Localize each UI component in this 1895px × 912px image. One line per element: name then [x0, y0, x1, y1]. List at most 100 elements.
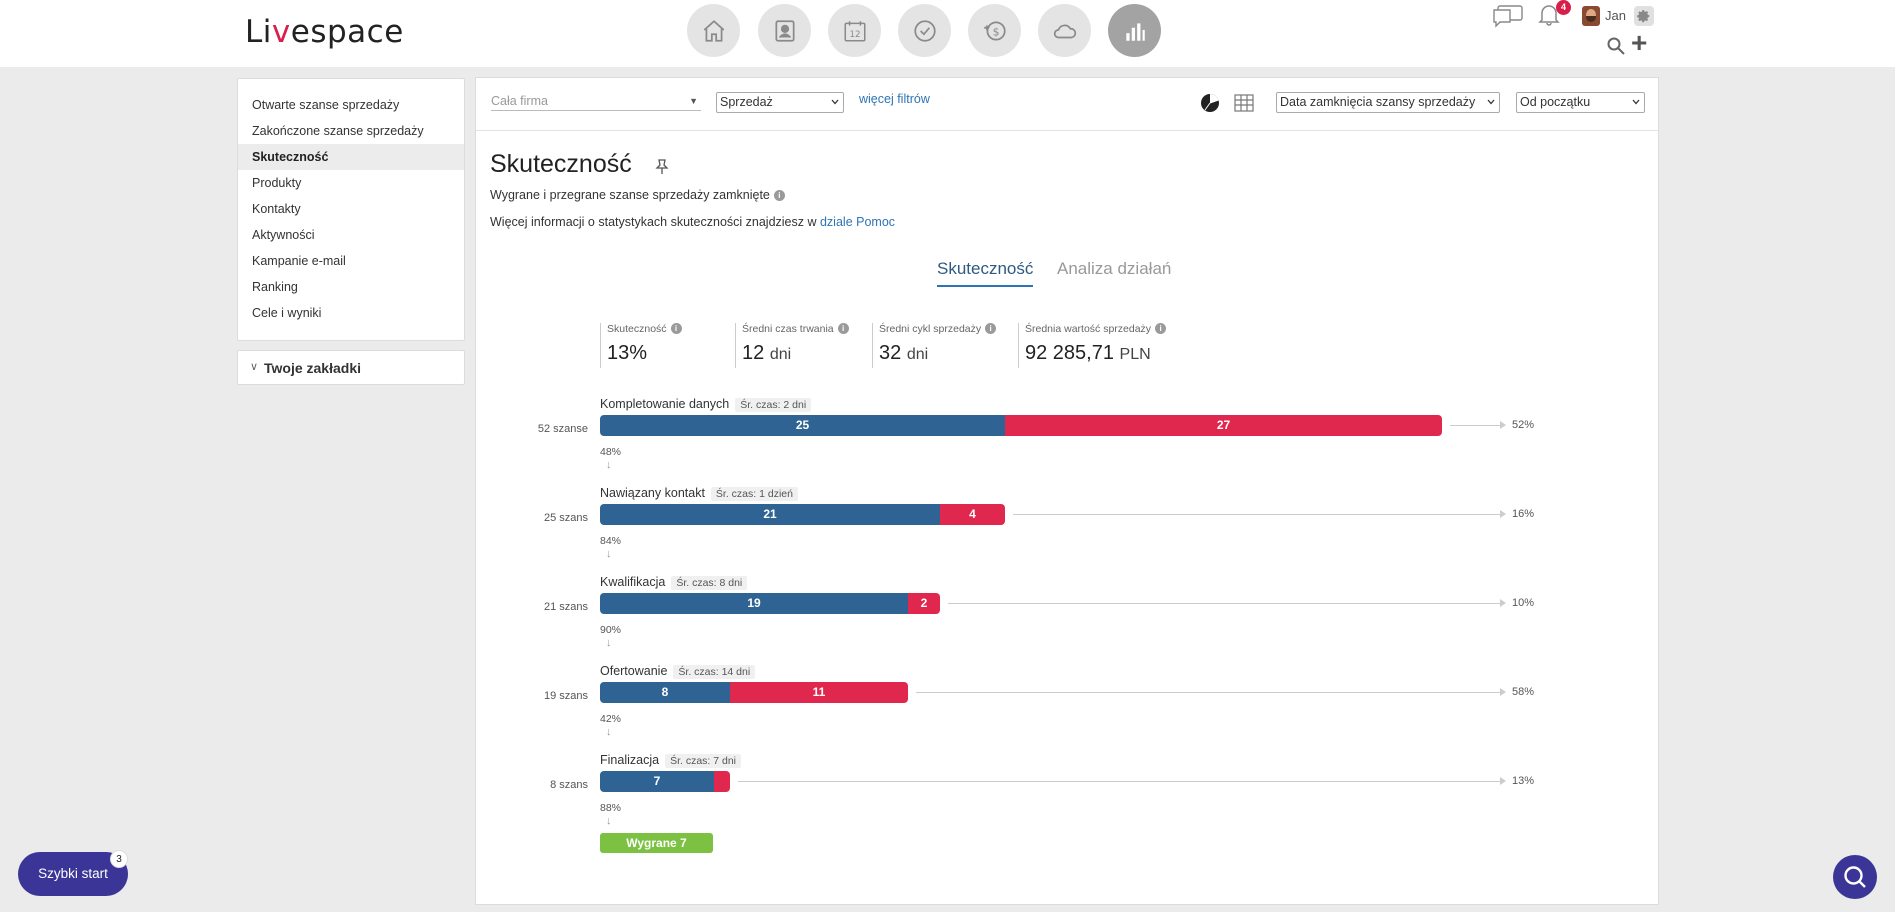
stage-won-segment[interactable]: 25 — [600, 415, 1005, 436]
lost-connector-line — [738, 781, 1500, 782]
deals-icon: $ — [983, 20, 1006, 41]
info-icon[interactable]: i — [985, 323, 997, 334]
nav-home-button[interactable] — [687, 4, 740, 57]
arrow-right-icon — [1500, 688, 1506, 696]
lost-connector-line — [916, 692, 1500, 693]
tab-effectiveness[interactable]: Skuteczność — [937, 259, 1034, 287]
info-icon[interactable]: i — [837, 323, 849, 334]
stage-count: 8 szans — [550, 779, 588, 791]
funnel-stage: 52 szanse Kompletowanie danych Śr. czas: 2… — [476, 393, 1658, 481]
stage-lost-percent: 13% — [1512, 775, 1535, 787]
process-select[interactable]: Sprzedaż — [716, 92, 844, 113]
notifications-badge: 4 — [1556, 0, 1571, 15]
lost-connector-line — [948, 603, 1500, 604]
arrow-down-icon: ↓ — [606, 459, 612, 471]
stage-name: Nawiązany kontakt Śr. czas: 1 dzień — [600, 486, 798, 501]
stage-avg-time: Śr. czas: 7 dni — [665, 754, 742, 768]
arrow-right-icon — [1500, 510, 1506, 518]
help-chat-button[interactable] — [1833, 855, 1877, 899]
stage-count: 52 szanse — [537, 423, 588, 435]
stage-lost-segment[interactable]: 11 — [730, 682, 908, 703]
stage-bar[interactable]: 25 27 — [600, 415, 1442, 436]
stage-bar[interactable]: 8 11 — [600, 682, 908, 703]
sidebar-item-ranking[interactable]: Ranking — [252, 280, 298, 294]
stage-lost-percent: 10% — [1512, 597, 1535, 609]
won-deals-chip[interactable]: Wygrane 7 — [600, 833, 713, 853]
sidebar-item-effectiveness[interactable]: Skuteczność — [238, 144, 464, 170]
stage-won-segment[interactable]: 19 — [600, 593, 908, 614]
main-panel: Cała firma ▼ Sprzedaż więcej filtrów Dat… — [475, 77, 1659, 905]
stage-conversion: 90% — [600, 624, 622, 636]
user-name[interactable]: Jan — [1605, 8, 1626, 23]
pie-chart-icon[interactable] — [1200, 93, 1220, 113]
kpi-avg-sales-cycle: Średni cykl sprzedaży i 32 dni — [872, 323, 997, 368]
stage-lost-segment[interactable]: 2 — [908, 593, 940, 614]
chat-icon[interactable] — [1492, 4, 1524, 28]
nav-calendar-button[interactable]: 12 — [828, 4, 881, 57]
stage-count: 21 szans — [543, 601, 588, 613]
home-icon — [703, 19, 724, 42]
stage-lost-segment[interactable] — [714, 771, 730, 792]
nav-contacts-button[interactable] — [758, 4, 811, 57]
nav-cloud-button[interactable] — [1038, 4, 1091, 57]
sidebar-item-products[interactable]: Produkty — [252, 176, 302, 190]
stage-won-segment[interactable]: 8 — [600, 682, 730, 703]
arrow-right-icon — [1500, 421, 1506, 429]
settings-button[interactable] — [1634, 6, 1654, 26]
chevron-down-icon — [1487, 99, 1495, 105]
stage-conversion: 42% — [600, 713, 622, 725]
period-select-value: Od początku — [1520, 95, 1591, 109]
info-icon[interactable]: i — [773, 190, 785, 201]
reports-icon — [1125, 22, 1145, 41]
funnel-stage: 25 szans Nawiązany kontakt Śr. czas: 1 dzi… — [476, 482, 1658, 570]
stage-name: Kompletowanie danych Śr. czas: 2 dni — [600, 397, 812, 412]
nav-reports-button[interactable] — [1108, 4, 1161, 57]
search-icon[interactable] — [1606, 36, 1626, 56]
tab-activity-analysis[interactable]: Analiza działań — [1057, 259, 1172, 278]
bookmark-pin-icon[interactable] — [655, 159, 669, 175]
stage-bar[interactable]: 7 — [600, 771, 730, 792]
stage-won-segment[interactable]: 21 — [600, 504, 940, 525]
sidebar-item-open-deals[interactable]: Otwarte szanse sprzedaży — [252, 98, 400, 112]
kpi-avg-duration: Średni czas trwania i 12 dni — [735, 323, 849, 368]
stage-lost-segment[interactable]: 27 — [1005, 415, 1442, 436]
sidebar-item-goals[interactable]: Cele i wyniki — [252, 306, 322, 320]
stage-bar[interactable]: 21 4 — [600, 504, 1005, 525]
info-icon[interactable]: i — [1155, 323, 1167, 334]
sidebar-item-contacts[interactable]: Kontakty — [252, 202, 301, 216]
quick-start-button[interactable]: Szybki start — [18, 852, 128, 896]
bookmarks-toggle[interactable]: ∨ Twoje zakładki — [237, 350, 465, 385]
table-view-icon[interactable] — [1234, 94, 1254, 112]
report-tabs: Skuteczność Analiza działań — [476, 259, 1658, 289]
info-icon[interactable]: i — [670, 323, 682, 334]
period-select[interactable]: Od początku — [1516, 92, 1645, 113]
stage-lost-segment[interactable]: 4 — [940, 504, 1005, 525]
help-link[interactable]: dziale Pomoc — [819, 215, 896, 229]
stage-avg-time: Śr. czas: 14 dni — [673, 665, 756, 679]
sidebar-item-email-campaigns[interactable]: Kampanie e-mail — [252, 254, 346, 268]
help-line: Więcej informacji o statystykach skutecz… — [490, 215, 896, 229]
arrow-down-icon: ↓ — [606, 815, 612, 827]
stage-bar[interactable]: 19 2 — [600, 593, 940, 614]
page-title: Skuteczność — [490, 150, 632, 178]
nav-tasks-button[interactable] — [898, 4, 951, 57]
stage-conversion: 88% — [600, 802, 622, 814]
sidebar-item-activities[interactable]: Aktywności — [252, 228, 315, 242]
funnel-stage: 21 szans Kwalifikacja Śr. czas: 8 dni 19 2 10… — [476, 571, 1658, 659]
stage-name: Finalizacja Śr. czas: 7 dni — [600, 753, 742, 768]
date-field-select[interactable]: Data zamknięcia szansy sprzedaży — [1276, 92, 1500, 113]
sidebar-item-closed-deals[interactable]: Zakończone szanse sprzedaży — [252, 124, 424, 138]
arrow-right-icon — [1500, 599, 1506, 607]
header-user-area: 4 Jan + — [1490, 0, 1660, 60]
stage-won-segment[interactable]: 7 — [600, 771, 714, 792]
company-select[interactable]: Cała firma ▼ — [491, 91, 701, 111]
nav-deals-button[interactable]: $ — [968, 4, 1021, 57]
add-icon[interactable]: + — [1631, 27, 1648, 58]
bell-icon[interactable] — [1538, 2, 1560, 26]
livespace-logo[interactable]: Livespace — [245, 14, 404, 50]
more-filters-link[interactable]: więcej filtrów — [859, 92, 930, 106]
stage-name: Ofertowanie Śr. czas: 14 dni — [600, 664, 756, 679]
user-avatar[interactable] — [1582, 6, 1600, 26]
stage-conversion: 84% — [600, 535, 622, 547]
arrow-down-icon: ↓ — [606, 548, 612, 560]
